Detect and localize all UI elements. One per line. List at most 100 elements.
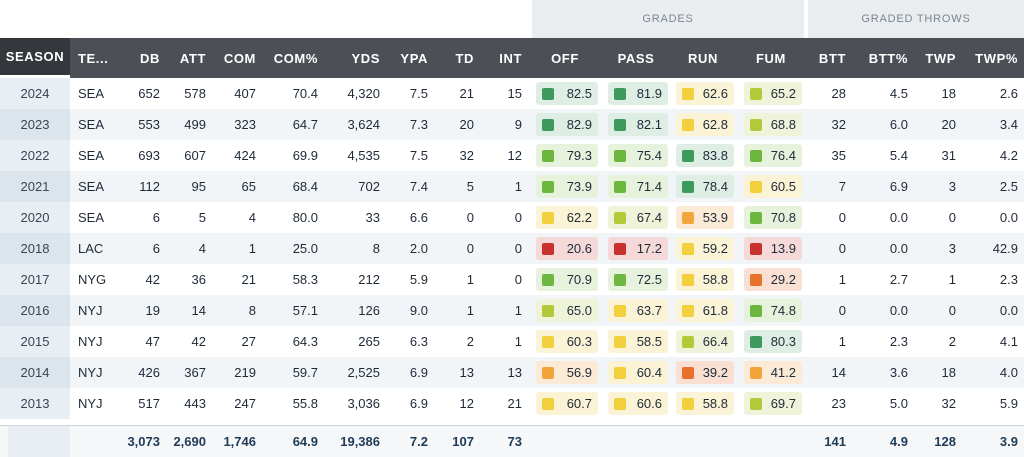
grade-color-indicator [542,149,554,162]
header-td[interactable]: TD [455,50,474,66]
off-grade-cell: 79.3 [536,144,598,167]
header-int[interactable]: INT [499,50,522,66]
btt-pct-cell: 5.0 [889,396,908,411]
fum-grade-value: 60.5 [770,179,796,194]
header-com[interactable]: COM [223,50,256,66]
btt-cell: 1 [838,272,846,287]
table-row[interactable]: 2022 SEA 693 607 424 69.9 4,535 7.5 32 12 79.3 75.4… [0,140,1024,171]
off-grade-cell: 56.9 [536,361,598,384]
column-header-row: SEASON TE... DB ATT COM COM% YDS YPA TD INT OFF PAS… [0,38,1024,78]
team-cell[interactable]: SEA [78,117,105,132]
yds-cell: 265 [358,334,380,349]
header-pass[interactable]: PASS [617,50,655,66]
twp-cell: 18 [941,86,956,101]
com-pct-cell: 55.8 [292,396,318,411]
header-btt[interactable]: BTT [818,50,846,66]
yds-cell: 8 [372,241,380,256]
header-season[interactable]: SEASON [0,38,70,78]
header-db[interactable]: DB [140,50,160,66]
run-grade-cell: 62.6 [676,82,734,105]
table-row[interactable]: 2021 SEA 112 95 65 68.4 702 7.4 5 1 73.9 71.4 78.4 60… [0,171,1024,202]
team-cell[interactable]: SEA [78,210,105,225]
pass-grade-value: 75.4 [636,148,662,163]
table-row[interactable]: 2013 NYJ 517 443 247 55.8 3,036 6.9 12 21 60.7 60.6… [0,388,1024,419]
header-com-pct[interactable]: COM% [273,50,318,66]
header-off[interactable]: OFF [551,50,579,66]
com-cell: 407 [234,86,256,101]
team-cell[interactable]: SEA [78,86,105,101]
table-row[interactable]: 2016 NYJ 19 14 8 57.1 126 9.0 1 1 65.0 63.7 61.8 74.8… [0,295,1024,326]
team-cell[interactable]: NYJ [78,396,103,411]
btt-pct-cell: 0.0 [889,303,908,318]
team-cell[interactable]: SEA [78,148,105,163]
fum-grade-value: 70.8 [770,210,796,225]
off-grade-value: 62.2 [566,210,592,225]
fum-grade-cell: 60.5 [744,175,802,198]
com-cell: 27 [241,334,256,349]
team-cell[interactable]: NYJ [78,365,103,380]
att-cell: 95 [191,179,206,194]
yds-cell: 2,525 [347,365,380,380]
season-cell: 2017 [0,264,70,295]
btt-cell: 0 [838,303,846,318]
fum-grade-value: 74.8 [770,303,796,318]
att-cell: 42 [191,334,206,349]
team-cell[interactable]: NYJ [78,334,103,349]
twp-cell: 20 [941,117,956,132]
header-att[interactable]: ATT [179,50,206,66]
twp-pct-cell: 42.9 [992,241,1018,256]
header-team[interactable]: TE... [78,50,109,66]
twp-pct-cell: 4.1 [999,334,1018,349]
fum-grade-value: 76.4 [770,148,796,163]
att-cell: 36 [191,272,206,287]
header-fum[interactable]: FUM [756,50,786,66]
pass-grade-cell: 60.4 [608,361,668,384]
btt-pct-cell: 3.6 [889,365,908,380]
grade-color-indicator [682,366,694,379]
grade-color-indicator [542,366,554,379]
att-cell: 443 [184,396,206,411]
header-ypa[interactable]: YPA [400,50,428,66]
grade-color-indicator [750,87,762,100]
team-cell[interactable]: NYG [78,272,107,287]
header-btt-pct[interactable]: BTT% [868,50,908,66]
table-row[interactable]: 2020 SEA 6 5 4 80.0 33 6.6 0 0 62.2 67.4 53.9 70.8 0 0.… [0,202,1024,233]
com-pct-cell: 64.7 [292,117,318,132]
ypa-cell: 7.3 [409,117,428,132]
off-grade-cell: 20.6 [536,237,598,260]
header-run[interactable]: RUN [688,50,718,66]
table-row[interactable]: 2017 NYG 42 36 21 58.3 212 5.9 1 0 70.9 72.5 58.8 29.… [0,264,1024,295]
com-cell: 1 [248,241,256,256]
table-row[interactable]: 2024 SEA 652 578 407 70.4 4,320 7.5 21 15 82.5 81.9… [0,78,1024,109]
grade-color-indicator [682,242,694,255]
season-cell: 2020 [0,202,70,233]
table-row[interactable]: 2014 NYJ 426 367 219 59.7 2,525 6.9 13 13 56.9 60.4… [0,357,1024,388]
run-grade-cell: 39.2 [676,361,734,384]
grades-group-header: GRADES [532,0,804,38]
pass-grade-cell: 60.6 [608,392,668,415]
off-grade-cell: 82.5 [536,82,598,105]
team-cell[interactable]: SEA [78,179,105,194]
pass-grade-cell: 75.4 [608,144,668,167]
twp-cell: 3 [948,179,956,194]
team-cell[interactable]: LAC [78,241,104,256]
twp-cell: 0 [948,303,956,318]
table-row[interactable]: 2015 NYJ 47 42 27 64.3 265 6.3 2 1 60.3 58.5 66.4 80.… [0,326,1024,357]
header-yds[interactable]: YDS [351,50,380,66]
yds-cell: 4,320 [347,86,380,101]
header-twp[interactable]: TWP [925,50,956,66]
off-grade-cell: 65.0 [536,299,598,322]
fum-grade-cell: 70.8 [744,206,802,229]
off-grade-value: 20.6 [566,241,592,256]
grade-color-indicator [750,397,762,410]
btt-cell: 7 [838,179,846,194]
table-row[interactable]: 2023 SEA 553 499 323 64.7 3,624 7.3 20 9 82.9 82.1 6… [0,109,1024,140]
header-twp-pct[interactable]: TWP% [975,50,1018,66]
table-row[interactable]: 2018 LAC 6 4 1 25.0 8 2.0 0 0 20.6 17.2 59.2 13.9 0 0.0… [0,233,1024,264]
team-cell[interactable]: NYJ [78,303,103,318]
btt-cell: 35 [831,148,846,163]
int-cell: 15 [507,86,522,101]
run-grade-value: 53.9 [702,210,728,225]
run-grade-cell: 78.4 [676,175,734,198]
int-cell: 1 [514,334,522,349]
